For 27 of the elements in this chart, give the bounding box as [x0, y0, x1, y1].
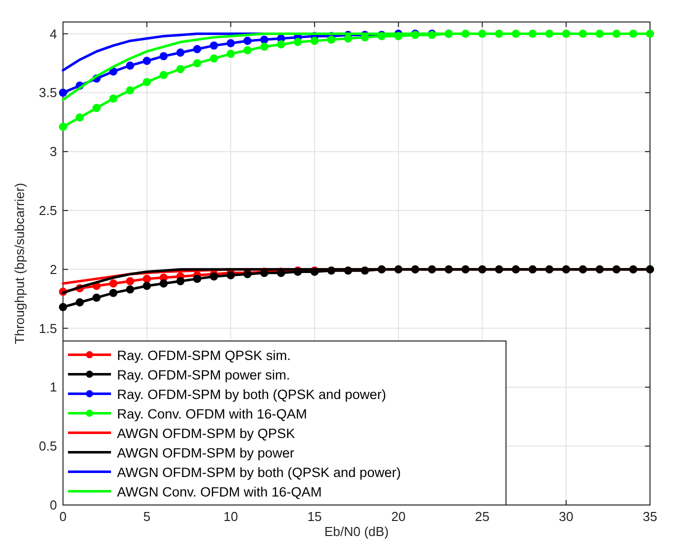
legend-label: Ray. OFDM-SPM QPSK sim.: [117, 348, 291, 363]
x-tick-label: 0: [59, 509, 67, 524]
legend-label: Ray. Conv. OFDM with 16-QAM: [117, 406, 308, 422]
x-tick-label: 35: [642, 509, 658, 524]
x-axis-title: Eb/N0 (dB): [324, 524, 389, 539]
x-tick-label: 25: [475, 509, 490, 524]
x-tick-label: 30: [558, 509, 574, 524]
y-tick-label: 1.5: [38, 320, 57, 336]
x-tick-label: 10: [223, 509, 238, 524]
y-tick-label: 2: [50, 262, 57, 277]
legend-label: AWGN OFDM-SPM by QPSK: [117, 426, 296, 441]
y-axis-title: Throughput (bps/subcarrier): [12, 182, 27, 344]
y-tick-label: 3.5: [38, 85, 57, 100]
legend-label: AWGN OFDM-SPM by power: [117, 445, 295, 460]
y-tick-label: 3: [50, 144, 57, 160]
legend-label: Ray. OFDM-SPM by both (QPSK and power): [117, 386, 386, 402]
x-tick-label: 20: [391, 509, 406, 524]
y-tick-label: 4: [50, 26, 57, 42]
x-tick-label: 15: [307, 509, 322, 524]
y-tick-label: 0: [50, 498, 57, 512]
legend-label: Ray. OFDM-SPM power sim.: [117, 367, 290, 382]
y-tick-label: 2.5: [38, 202, 57, 218]
x-tick-label: 5: [143, 509, 150, 524]
legend-label: AWGN Conv. OFDM with 16-QAM: [117, 484, 322, 500]
y-tick-label: 0.5: [38, 438, 57, 454]
legend-label: AWGN OFDM-SPM by both (QPSK and power): [117, 464, 401, 480]
y-tick-label: 1: [50, 380, 57, 395]
